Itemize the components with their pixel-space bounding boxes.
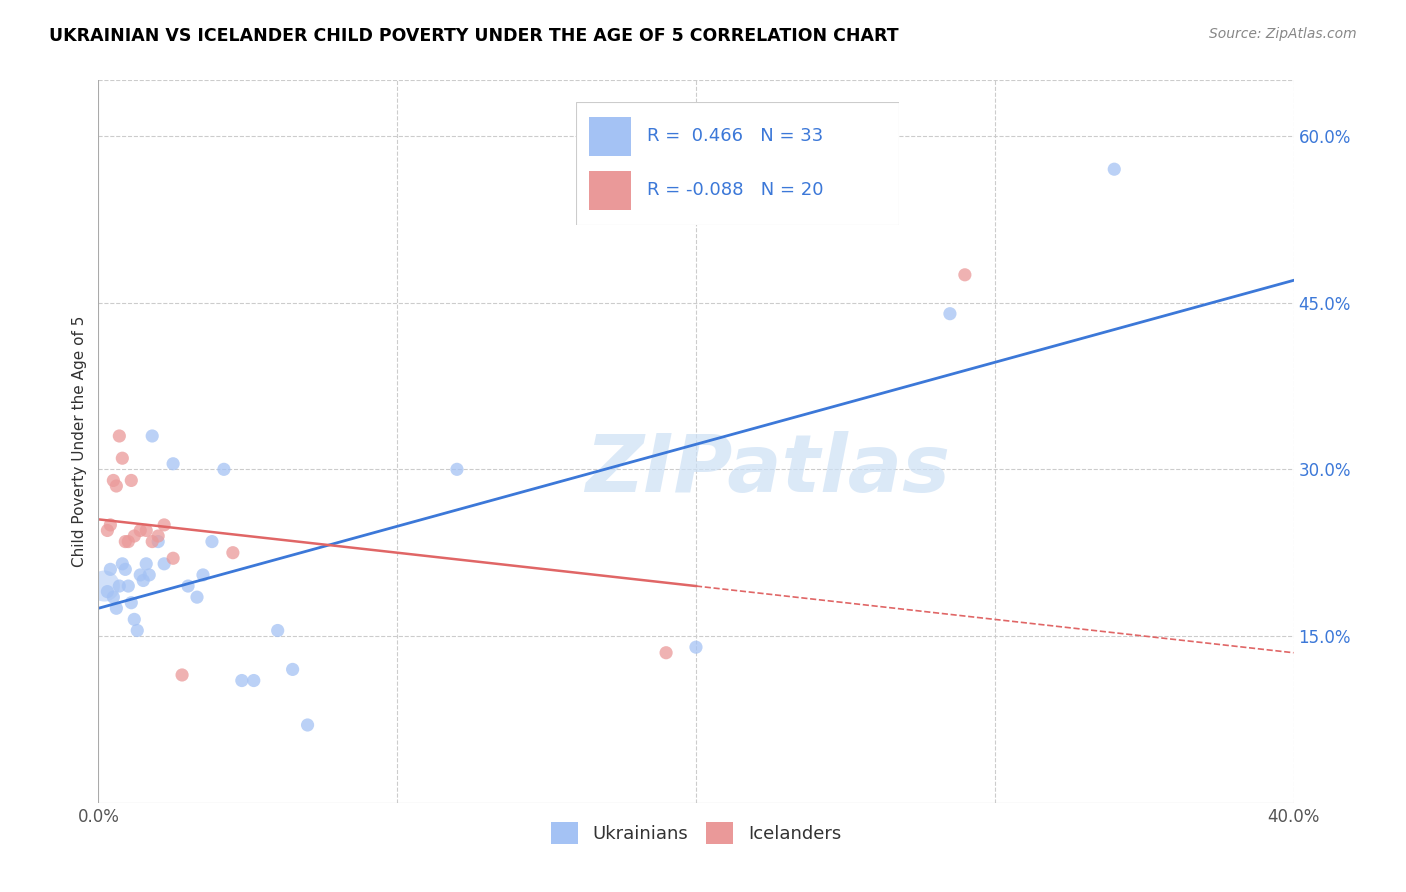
Point [93,579,115,593]
Point [267,624,290,638]
Point [141,429,163,443]
Point [114,562,136,576]
Point [117,534,139,549]
Point [105,601,128,615]
Point [186,590,208,604]
Point [162,457,184,471]
Point [120,474,142,488]
Point [129,524,152,538]
Point [120,596,142,610]
Point [953,268,976,282]
Point [446,462,468,476]
Point [281,662,304,676]
Point [127,624,149,638]
Point [231,673,253,688]
Point [172,668,194,682]
Point [655,646,678,660]
Point [124,529,146,543]
Point [117,579,139,593]
Point [138,568,160,582]
Point [108,429,131,443]
Point [124,612,146,626]
Point [153,557,176,571]
Point [103,474,125,488]
Point [297,718,319,732]
Text: ZIPatlas: ZIPatlas [585,432,950,509]
Point [141,534,163,549]
Point [939,307,962,321]
Point [191,568,214,582]
Point [212,462,235,476]
Text: Source: ZipAtlas.com: Source: ZipAtlas.com [1209,27,1357,41]
Y-axis label: Child Poverty Under the Age of 5: Child Poverty Under the Age of 5 [72,316,87,567]
Point [148,534,170,549]
Point [108,579,131,593]
Point [135,557,157,571]
Point [148,529,170,543]
Point [135,524,157,538]
Point [243,673,266,688]
Point [685,640,707,655]
Point [177,579,200,593]
Point [153,517,176,532]
Point [96,584,118,599]
Point [111,557,134,571]
Point [98,562,122,576]
Point [1104,162,1126,177]
Point [96,524,118,538]
Point [201,534,224,549]
Text: UKRAINIAN VS ICELANDER CHILD POVERTY UNDER THE AGE OF 5 CORRELATION CHART: UKRAINIAN VS ICELANDER CHILD POVERTY UND… [49,27,898,45]
Legend: Ukrainians, Icelanders: Ukrainians, Icelanders [544,815,848,852]
Point [162,551,184,566]
Point [98,517,122,532]
Point [114,534,136,549]
Point [103,590,125,604]
Point [129,568,152,582]
Point [111,451,134,466]
Point [222,546,245,560]
Point [132,574,155,588]
Point [105,479,128,493]
